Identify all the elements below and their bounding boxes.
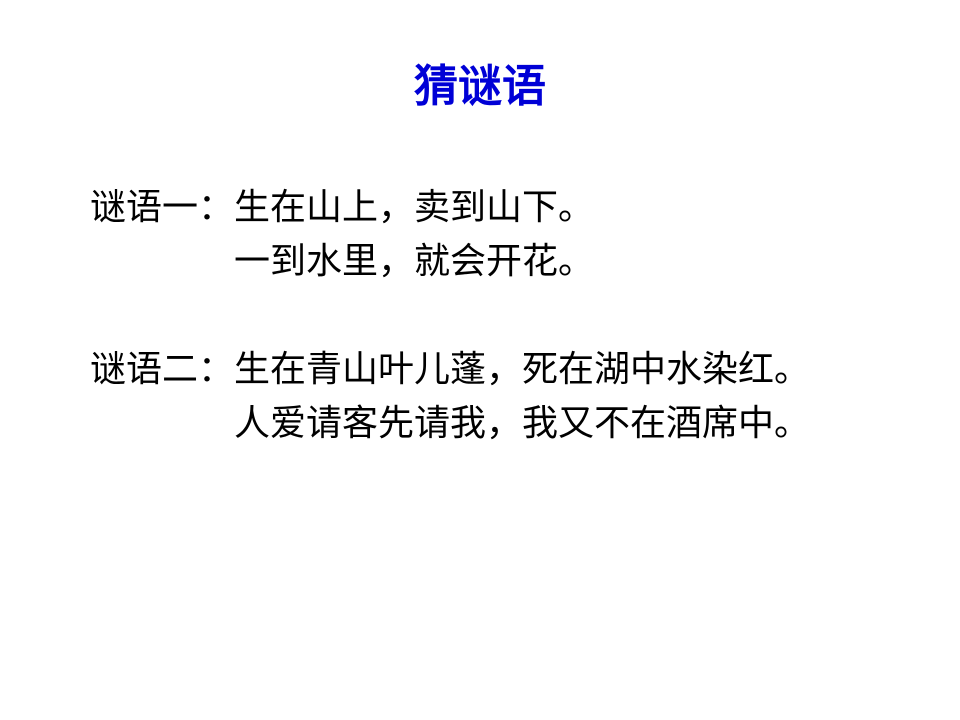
slide: 猜谜语 谜语一：生在山上，卖到山下。 一到水里，就会开花。 谜语二：生在青山叶儿… xyxy=(0,0,960,720)
indent-spacer xyxy=(90,241,234,281)
riddle-line: 谜语一：生在山上，卖到山下。 xyxy=(90,180,900,234)
riddle-1: 谜语一：生在山上，卖到山下。 一到水里，就会开花。 xyxy=(90,180,900,288)
riddle-text: 生在山上，卖到山下。 xyxy=(234,187,594,227)
riddle-text: 一到水里，就会开花。 xyxy=(234,241,594,281)
riddle-label: 谜语二： xyxy=(90,349,234,389)
riddle-2: 谜语二：生在青山叶儿蓬，死在湖中水染红。 人爱请客先请我，我又不在酒席中。 xyxy=(90,342,900,450)
riddle-line: 谜语二：生在青山叶儿蓬，死在湖中水染红。 xyxy=(90,342,900,396)
riddle-label: 谜语一： xyxy=(90,187,234,227)
slide-title: 猜谜语 xyxy=(0,50,960,114)
riddle-line: 人爱请客先请我，我又不在酒席中。 xyxy=(90,396,900,450)
riddle-text: 生在青山叶儿蓬，死在湖中水染红。 xyxy=(234,349,810,389)
blank-line xyxy=(90,288,900,342)
indent-spacer xyxy=(90,403,234,443)
riddle-line: 一到水里，就会开花。 xyxy=(90,234,900,288)
slide-body: 谜语一：生在山上，卖到山下。 一到水里，就会开花。 谜语二：生在青山叶儿蓬，死在… xyxy=(90,180,900,450)
riddle-text: 人爱请客先请我，我又不在酒席中。 xyxy=(234,403,810,443)
